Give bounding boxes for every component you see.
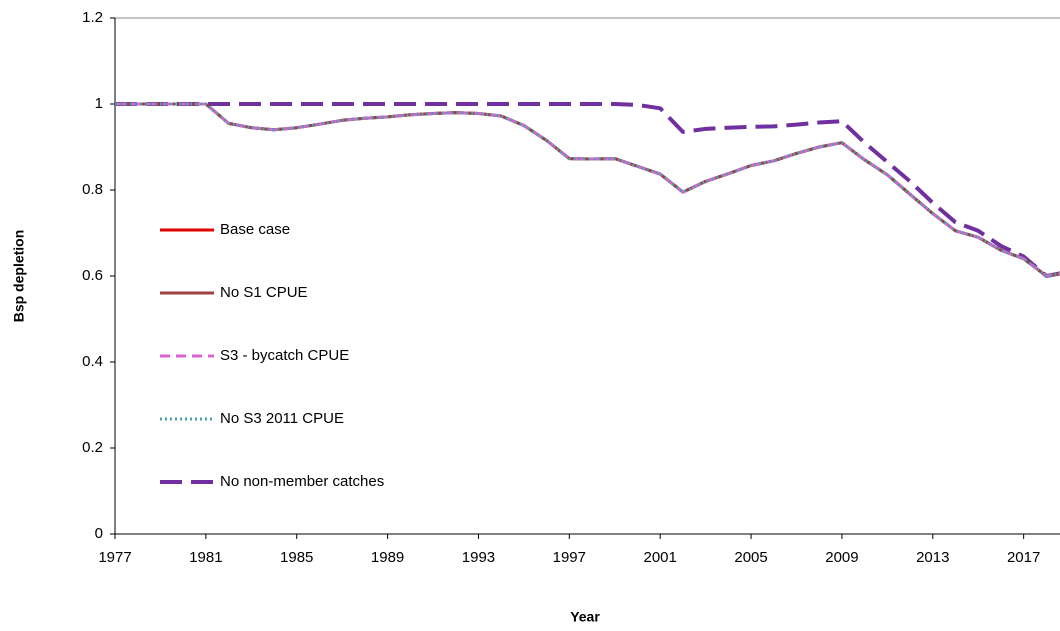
x-tick-label: 1981 bbox=[189, 549, 222, 566]
legend-label: S3 - bycatch CPUE bbox=[220, 347, 349, 364]
plot-area bbox=[115, 102, 1060, 278]
line-series bbox=[115, 102, 1060, 278]
x-axis-title: Year bbox=[570, 609, 600, 625]
x-tick-label: 2017 bbox=[1007, 549, 1040, 566]
x-tick-label: 1989 bbox=[371, 549, 404, 566]
y-tick-label: 0.2 bbox=[82, 439, 103, 456]
y-tick-label: 0.8 bbox=[82, 181, 103, 198]
x-tick-label: 1997 bbox=[553, 549, 586, 566]
legend-label: No S1 CPUE bbox=[220, 284, 308, 301]
y-tick-label: 1 bbox=[95, 95, 103, 112]
y-axis-title: Bsp depletion bbox=[11, 230, 27, 323]
y-tick-label: 0.6 bbox=[82, 267, 103, 284]
x-tick-label: 1977 bbox=[98, 549, 131, 566]
x-tick-label: 1985 bbox=[280, 549, 313, 566]
x-tick-label: 2001 bbox=[644, 549, 677, 566]
y-tick-label: 0.4 bbox=[82, 353, 103, 370]
x-tick-label: 2013 bbox=[916, 549, 949, 566]
x-tick-label: 2005 bbox=[734, 549, 767, 566]
line-series bbox=[115, 102, 1060, 278]
y-tick-label: 1.2 bbox=[82, 9, 103, 26]
y-tick-label: 0 bbox=[95, 525, 103, 542]
legend-label: Base case bbox=[220, 221, 290, 238]
legend-label: No S3 2011 CPUE bbox=[220, 410, 344, 427]
x-tick-label: 2009 bbox=[825, 549, 858, 566]
x-tick-label: 1993 bbox=[462, 549, 495, 566]
legend-label: No non-member catches bbox=[220, 473, 384, 490]
